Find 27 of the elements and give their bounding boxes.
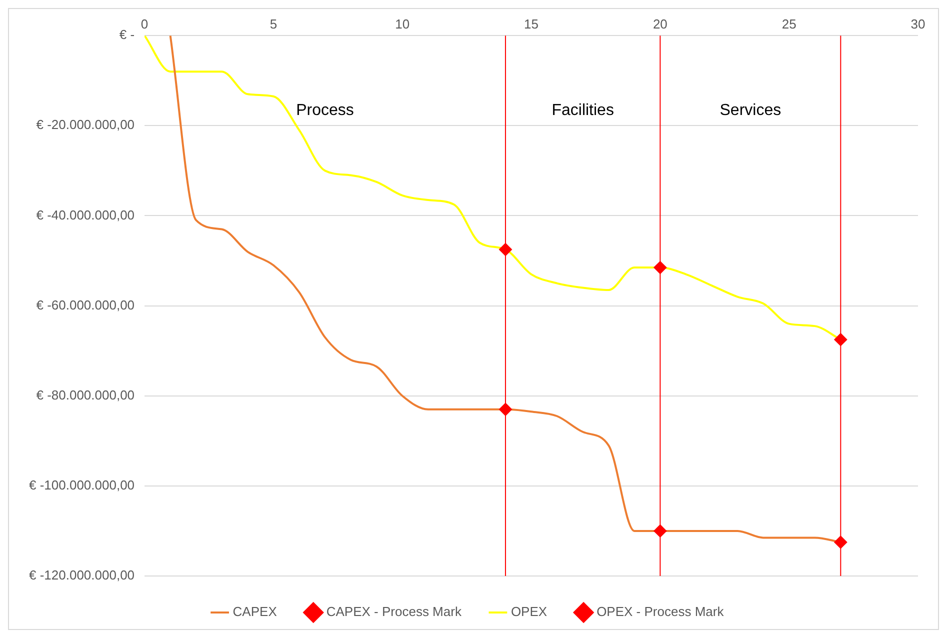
legend-label: OPEX — [510, 604, 548, 620]
y-tick-label: € -20.000.000,00 — [36, 117, 135, 132]
x-tick-label: 20 — [652, 16, 668, 32]
x-tick-label: 10 — [395, 16, 410, 32]
x-tick-label: 15 — [524, 16, 538, 32]
y-tick-label: € -120.000.000,00 — [28, 568, 135, 583]
y-tick-label: € - — [119, 27, 135, 42]
y-tick-label: € -80.000.000,00 — [36, 387, 135, 402]
y-tick-label: € -100.000.000,00 — [28, 478, 135, 493]
annotation: Services — [720, 102, 782, 120]
point — [834, 333, 848, 346]
y-tick-label: € -60.000.000,00 — [36, 297, 135, 312]
annotation: Process — [296, 102, 354, 120]
legend-label: CAPEX — [232, 604, 278, 620]
x-tick-label: 0 — [140, 16, 148, 32]
point — [654, 261, 667, 274]
annotation: Facilities — [552, 102, 614, 120]
point — [498, 402, 512, 416]
x-tick-label: 5 — [270, 16, 278, 32]
x-tick-label: 25 — [782, 16, 796, 32]
x-tick-label: 30 — [910, 16, 926, 32]
legend-label: OPEX - Process Mark — [596, 604, 724, 620]
y-tick-label: € -40.000.000,00 — [36, 207, 135, 222]
point — [498, 243, 512, 256]
legend-label: CAPEX - Process Mark — [326, 604, 462, 620]
point — [834, 536, 848, 549]
point — [654, 524, 667, 538]
